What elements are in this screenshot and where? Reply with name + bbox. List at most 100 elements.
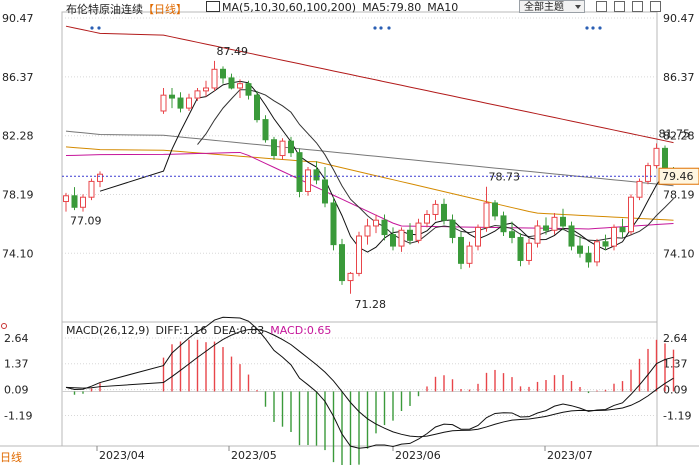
- macd-tick-right: 0.09: [663, 384, 688, 397]
- event-marker-dot: [97, 26, 101, 30]
- event-marker-dot: [90, 26, 94, 30]
- candle-body: [500, 215, 507, 233]
- theme-dropdown[interactable]: 全部主题: [519, 0, 585, 13]
- candle-body: [585, 252, 592, 263]
- macd-value: MACD:0.65: [270, 324, 332, 337]
- candle-body: [80, 196, 86, 208]
- candle-body: [71, 195, 78, 208]
- instrument-name: 布伦特原油连续: [66, 3, 143, 16]
- candle-body: [356, 235, 362, 274]
- event-marker-dot: [585, 26, 589, 30]
- candle-body: [458, 236, 464, 264]
- candle-body: [381, 219, 388, 236]
- price-tick-left: 86.37: [2, 71, 34, 84]
- candle-body: [526, 242, 532, 261]
- candle-body: [551, 216, 558, 231]
- candle-body: [330, 202, 337, 246]
- ma5-value: MA5:79.80: [362, 1, 422, 14]
- candle-body: [560, 216, 566, 227]
- macd-tick-left: 0.09: [4, 384, 29, 397]
- candle-body: [449, 219, 456, 238]
- candle-body: [398, 229, 405, 247]
- date-tick-label: 2023/06: [395, 449, 441, 462]
- candle-body: [313, 169, 320, 181]
- candle-body: [534, 225, 541, 244]
- indicator-settings-icon[interactable]: [206, 1, 220, 12]
- period-label: 【日线】: [143, 3, 187, 16]
- candle-body: [237, 83, 243, 89]
- macd-tick-right: -1.19: [663, 410, 691, 423]
- price-tick-left: 78.19: [2, 188, 34, 201]
- candle-body: [339, 244, 345, 282]
- macd-tick-left: 2.64: [4, 332, 29, 345]
- candle-body: [186, 97, 192, 109]
- extreme-annotation: 78.73: [489, 171, 521, 184]
- close-button[interactable]: [650, 1, 661, 12]
- macd-tick-left: -1.19: [4, 410, 32, 423]
- macd-legend: MACD(26,12,9) DIFF:1.16 DEA:0.83 MACD:0.65: [66, 324, 337, 337]
- candle-body: [228, 77, 235, 89]
- ma5-line: [99, 80, 674, 253]
- restore-button[interactable]: [632, 1, 643, 12]
- candle-body: [245, 83, 252, 96]
- last-price-value: 79.46: [662, 170, 694, 183]
- candle-body: [169, 94, 175, 99]
- chevron-down-icon: [575, 5, 581, 9]
- candle-body: [390, 234, 396, 247]
- macd-tick-right: 2.64: [663, 332, 688, 345]
- dea-value: DEA:0.83: [213, 324, 265, 337]
- candle-body: [653, 147, 660, 167]
- event-marker-dot: [379, 26, 383, 30]
- ma10-line: [197, 89, 674, 244]
- candle-body: [347, 272, 354, 282]
- ma100-line: [65, 130, 674, 187]
- maximize-button[interactable]: [614, 1, 625, 12]
- candle-body: [577, 245, 583, 254]
- candle-body: [543, 225, 549, 231]
- extreme-annotation: 87.49: [217, 45, 249, 58]
- diff-value: DIFF:1.16: [155, 324, 208, 337]
- candle-body: [194, 90, 201, 99]
- candle-body: [475, 226, 481, 247]
- candle-body: [407, 229, 413, 241]
- event-marker-dot: [373, 26, 377, 30]
- candle-body: [211, 68, 218, 89]
- date-tick-label: 2023/04: [99, 449, 145, 462]
- event-marker-dot: [591, 26, 595, 30]
- candle-body: [645, 165, 651, 182]
- window-split-button[interactable]: [596, 1, 607, 12]
- ma200-line: [65, 25, 674, 144]
- candle-body: [424, 213, 430, 224]
- dea-line: [65, 328, 674, 438]
- candle-body: [568, 225, 575, 247]
- candle-body: [594, 241, 600, 263]
- dif-line: [65, 316, 674, 449]
- extreme-annotation: 81.75: [659, 127, 691, 140]
- chart-title: 布伦特原油连续【日线】: [66, 1, 187, 17]
- candle-body: [97, 173, 103, 182]
- price-tick-left: 90.47: [2, 12, 34, 25]
- ma-params-label: MA(5,10,30,60,100,200): [222, 1, 357, 14]
- candle-body: [636, 180, 643, 198]
- price-tick-right: 82.28: [663, 130, 695, 143]
- candle-body: [517, 236, 524, 261]
- price-tick-right: 90.47: [663, 12, 695, 25]
- macd-params: MACD(26,12,9): [66, 324, 150, 337]
- candle-body: [279, 140, 286, 157]
- ma10-value: MA10: [427, 1, 459, 14]
- event-marker-dot: [387, 26, 391, 30]
- price-tick-left: 82.28: [2, 130, 34, 143]
- ma-legend: MA(5,10,30,60,100,200) MA5:79.80 MA10: [206, 1, 464, 14]
- candle-body: [220, 68, 226, 79]
- price-tick-right: 78.19: [663, 188, 695, 201]
- candle-body: [619, 226, 626, 233]
- last-price-tag: [658, 167, 699, 185]
- toolbar: 布伦特原油连续【日线】 MA(5,10,30,60,100,200) MA5:79…: [0, 0, 699, 16]
- price-tick-left: 74.10: [2, 247, 34, 260]
- candle-body: [271, 139, 277, 157]
- period-footer-tab[interactable]: 日线: [0, 449, 22, 465]
- candle-body: [415, 222, 422, 241]
- candle-body: [373, 219, 379, 227]
